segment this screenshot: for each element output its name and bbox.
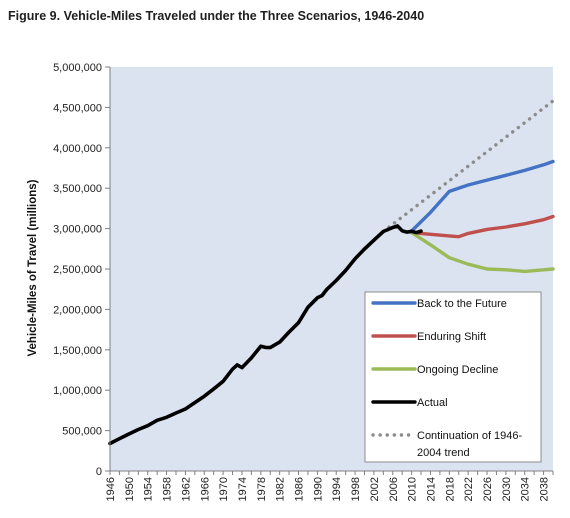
- x-tick-label: 2018: [444, 477, 456, 501]
- legend-label: Enduring Shift: [417, 331, 486, 343]
- legend-label: 2004 trend: [417, 447, 470, 459]
- legend-label: Ongoing Decline: [417, 364, 498, 376]
- x-tick-label: 1982: [275, 477, 287, 501]
- y-tick-label: 4,500,000: [53, 102, 102, 114]
- figure-title: Figure 9. Vehicle-Miles Traveled under t…: [8, 9, 425, 23]
- x-tick-label: 1950: [124, 477, 136, 501]
- series-line-enduring-shift: [409, 214, 555, 239]
- y-tick-label: 3,000,000: [53, 224, 102, 236]
- series-line-back-to-the-future: [409, 159, 555, 233]
- x-tick-label: 2034: [520, 477, 532, 501]
- x-tick-label: 1954: [143, 477, 155, 501]
- x-tick-label: 1978: [256, 477, 268, 501]
- x-tick-label: 2038: [539, 477, 551, 501]
- y-tick-label: 1,500,000: [53, 345, 102, 357]
- y-tick-label: 2,500,000: [53, 264, 102, 276]
- y-tick-label: 3,500,000: [53, 183, 102, 195]
- y-tick-label: 5,000,000: [53, 62, 102, 74]
- series-line-continuation-of-1946-2004-trend: [381, 99, 555, 234]
- x-tick-label: 1958: [162, 477, 174, 501]
- x-tick-label: 1994: [331, 477, 343, 501]
- x-tick-label: 2022: [463, 477, 475, 501]
- y-axis-ticks: 0 500,000 1,000,000 1,500,000 2,000,000 2,500…: [53, 62, 110, 478]
- legend-label: Continuation of 1946-: [417, 430, 523, 442]
- x-tick-label: 2002: [369, 477, 381, 501]
- x-tick-label: 1990: [312, 477, 324, 501]
- legend: Back to the Future Enduring Shift Ongoing …: [364, 291, 542, 463]
- x-tick-label: 1974: [237, 477, 249, 501]
- x-tick-label: 1946: [105, 477, 117, 501]
- y-tick-label: 500,000: [62, 426, 102, 438]
- x-tick-label: 2030: [501, 477, 513, 501]
- x-tick-label: 2014: [425, 477, 437, 501]
- y-tick-label: 1,000,000: [53, 385, 102, 397]
- x-tick-label: 1962: [180, 477, 192, 501]
- x-tick-label: 1998: [350, 477, 362, 501]
- x-tick-label: 2006: [388, 477, 400, 501]
- series-lines: [108, 99, 555, 446]
- legend-label: Actual: [417, 397, 448, 409]
- series-line-ongoing-decline: [409, 230, 555, 274]
- x-tick-label: 1970: [218, 477, 230, 501]
- x-tick-label: 2010: [407, 477, 419, 501]
- y-axis-title: Vehicle-Miles of Travel (millions): [27, 179, 39, 356]
- y-tick-label: 0: [96, 466, 102, 478]
- legend-label: Back to the Future: [417, 298, 507, 310]
- x-tick-label: 1966: [199, 477, 211, 501]
- series-line-actual: [108, 224, 423, 446]
- x-tick-label: 2026: [482, 477, 494, 501]
- y-tick-label: 2,000,000: [53, 304, 102, 316]
- x-axis-ticks: 1946 1950 1954 1958 1962 1966 1970 1974 1978 1982…: [105, 471, 554, 501]
- y-tick-label: 4,000,000: [53, 143, 102, 155]
- x-tick-label: 1986: [294, 477, 306, 501]
